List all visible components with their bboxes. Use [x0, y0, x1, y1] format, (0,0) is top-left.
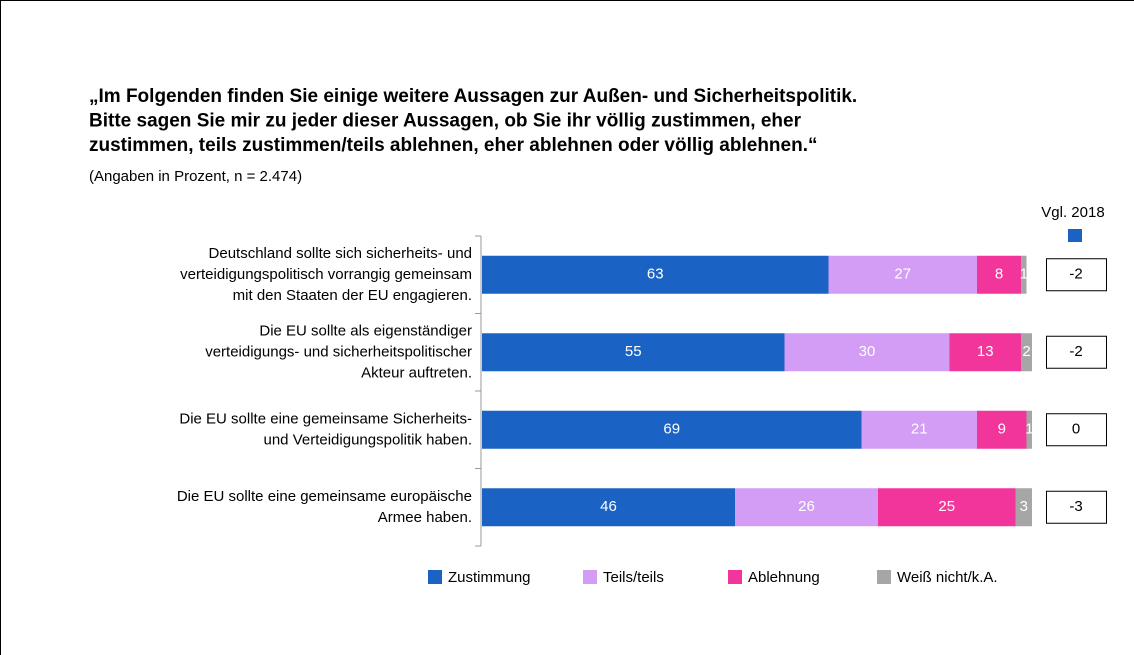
comparison-box [1046, 490, 1107, 524]
bar-segment [1015, 488, 1032, 527]
bar-segment [482, 488, 735, 527]
chart-title: „Im Folgenden finden Sie einige weitere … [89, 86, 857, 156]
comparison-value: -2 [1069, 343, 1082, 360]
bar-segment [828, 255, 977, 294]
bar-segment [1021, 255, 1027, 294]
legend-swatch [583, 570, 597, 584]
data-label: 3 [1020, 498, 1028, 515]
bar-segment [1026, 410, 1032, 449]
legend-swatch [428, 570, 442, 584]
category-label: Die EU sollte eine gemeinsame Sicherheit… [179, 410, 472, 448]
comparison-box [1046, 258, 1107, 292]
data-label: 1 [1025, 421, 1033, 438]
legend-swatch [728, 570, 742, 584]
legend-swatch [877, 570, 891, 584]
data-label: 1 [1020, 266, 1028, 283]
data-label: 55 [625, 343, 642, 360]
bar-segment [1021, 333, 1032, 372]
bar-segment [861, 410, 977, 449]
data-label: 46 [600, 498, 617, 515]
comparison-value: -2 [1069, 266, 1082, 283]
bar-segment [482, 333, 785, 372]
data-label: 13 [977, 343, 994, 360]
bar-segment [482, 255, 829, 294]
legend-label: Ablehnung [748, 569, 820, 586]
bar-segment [977, 255, 1021, 294]
data-label: 21 [911, 421, 928, 438]
bar-segment [735, 488, 878, 527]
data-label: 26 [798, 498, 815, 515]
bar-segment [482, 410, 862, 449]
comparison-box [1046, 335, 1107, 369]
data-label: 8 [995, 266, 1003, 283]
comparison-value: 0 [1072, 421, 1080, 438]
comparison-label: Vgl. 2018 [1041, 204, 1104, 221]
chart-subtitle: (Angaben in Prozent, n = 2.474) [89, 168, 302, 185]
bar-segment [977, 410, 1027, 449]
comparison-box [1046, 413, 1107, 447]
legend-label: Weiß nicht/k.A. [897, 569, 998, 586]
data-label: 25 [938, 498, 955, 515]
data-label: 69 [663, 421, 680, 438]
data-label: 9 [998, 421, 1006, 438]
bar-segment [784, 333, 950, 372]
category-label: Die EU sollte eine gemeinsame europäisch… [177, 488, 472, 526]
legend-label: Teils/teils [603, 569, 664, 586]
data-label: 27 [894, 266, 911, 283]
data-label: 2 [1022, 343, 1030, 360]
comparison-swatch [1068, 229, 1082, 242]
data-label: 63 [647, 266, 664, 283]
category-label: Deutschland sollte sich sicherheits- und… [180, 245, 472, 304]
legend-label: Zustimmung [448, 569, 531, 586]
category-label: Die EU sollte als eigenständiger verteidi… [205, 322, 472, 381]
bar-segment [878, 488, 1016, 527]
bar-segment [949, 333, 1021, 372]
comparison-value: -3 [1069, 498, 1082, 515]
data-label: 30 [859, 343, 876, 360]
